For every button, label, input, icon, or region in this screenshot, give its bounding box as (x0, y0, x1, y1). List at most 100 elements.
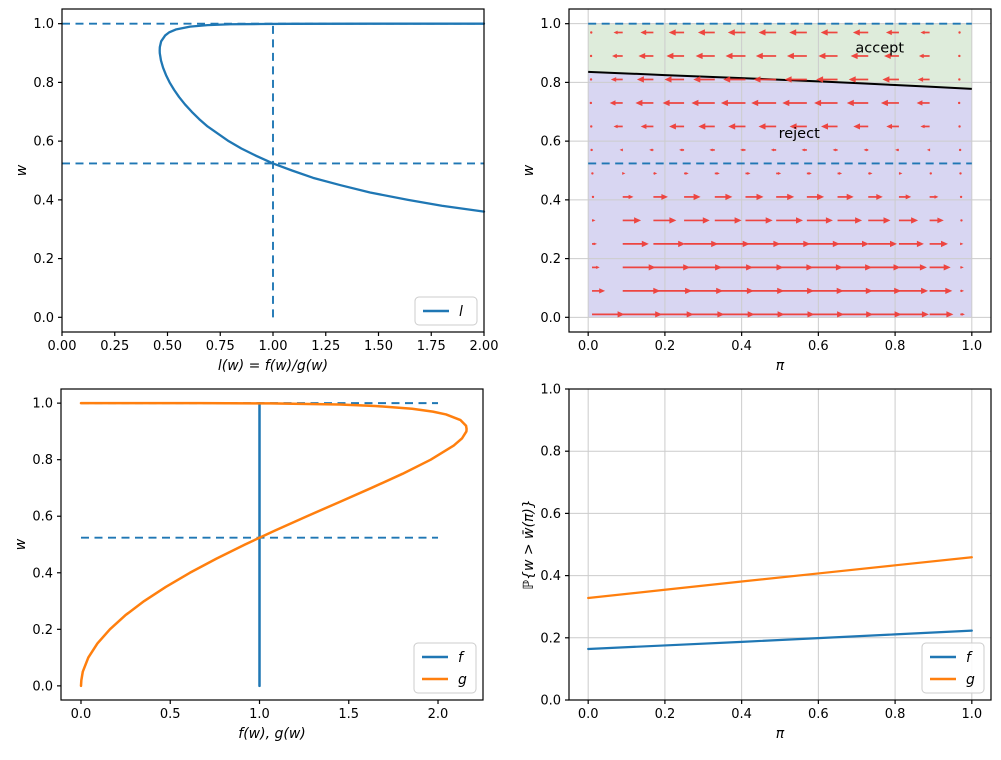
quiver-dot (959, 172, 962, 175)
quiver-head (919, 264, 927, 271)
quiver-head (635, 99, 643, 107)
x-tick-label: 0.0 (71, 707, 92, 722)
quiver-head (869, 172, 873, 175)
y-tick-label: 0.0 (540, 694, 561, 709)
legend-box (921, 642, 985, 694)
series-g (79, 401, 468, 688)
legend-label-f: f (458, 650, 465, 666)
x-tick-label: 1.5 (338, 707, 359, 722)
quiver-head (599, 288, 606, 294)
quiver-head (725, 52, 733, 60)
quiver-head (634, 217, 642, 224)
x-tick-label: 0.6 (808, 707, 829, 722)
quiver-head (832, 240, 840, 248)
series-f (587, 629, 973, 651)
quiver-head (820, 29, 828, 36)
quiver-head (960, 242, 964, 246)
x-axis-label: π (776, 358, 785, 374)
x-tick-label: 0.8 (885, 707, 906, 722)
quiver-head (596, 265, 600, 269)
quiver-head (825, 217, 833, 224)
quiver-head (698, 123, 706, 130)
y-tick-label: 0.8 (33, 76, 54, 91)
reject-label: reject (779, 126, 820, 142)
y-tick-label: 1.0 (32, 397, 53, 412)
quiver-head (882, 76, 890, 83)
quiver-head (592, 219, 596, 222)
quiver-head (960, 289, 965, 293)
quiver-head (697, 29, 705, 36)
quiver-dot (929, 172, 932, 175)
x-tick-label: 0.25 (100, 339, 129, 354)
quiver-dot (591, 195, 595, 199)
quiver-dot (589, 54, 593, 58)
quiver-head (884, 53, 891, 59)
legend-label-g: g (966, 672, 975, 688)
quiver-head (711, 240, 719, 248)
quiver-head (821, 123, 828, 130)
quiver-head (789, 29, 797, 36)
x-tick-label: 0.8 (885, 339, 906, 354)
quiver-head (911, 217, 919, 224)
quiver-head (846, 99, 854, 107)
quiver-head (862, 240, 869, 248)
quiver-head (853, 123, 860, 130)
quiver-head (934, 195, 939, 199)
quiver-dot (957, 101, 961, 105)
quiver-head (770, 148, 774, 152)
quiver-dot (591, 172, 594, 175)
reservation-wage-boundary (588, 70, 972, 90)
quiver-head (734, 217, 742, 224)
quiver-head (941, 240, 948, 248)
quiver-head (926, 148, 931, 152)
y-tick-label: 0.4 (32, 566, 53, 581)
quiver-head (832, 148, 836, 152)
x-tick-label: 0.2 (655, 339, 676, 354)
y-tick-label: 0.4 (540, 569, 561, 584)
quiver-head (664, 76, 672, 83)
quiver-head (753, 76, 761, 83)
quiver-head (838, 172, 843, 175)
quiver-head (662, 99, 670, 107)
quiver-head (747, 172, 751, 175)
x-tick-label: 0.00 (48, 339, 77, 354)
quiver-head (693, 193, 701, 201)
quiver-head (640, 29, 647, 36)
tail-probability-plot: 0.0 0.2 0.4 0.6 0.8 1.0 0.0 0.2 0.4 0.6 0.8 1.0 π ℙ{w… (521, 383, 992, 742)
y-tick-label: 0.4 (33, 193, 54, 208)
quiver-head (814, 99, 822, 107)
quiver-head (612, 53, 617, 59)
quiver-head (720, 99, 728, 107)
quiver-head (695, 52, 703, 60)
quiver-head (678, 240, 686, 248)
quiver-head (649, 148, 653, 152)
legend: fg (921, 642, 985, 694)
x-axis-label: π (776, 726, 785, 742)
quiver-head (803, 240, 811, 248)
quiver-head (895, 148, 899, 152)
quiver-head (685, 172, 689, 175)
y-tick-label: 0.2 (540, 252, 561, 267)
quiver-head (638, 53, 646, 59)
quiver-head (619, 148, 623, 152)
legend: l (414, 296, 478, 326)
quiver-head (816, 76, 824, 83)
quiver-head (756, 193, 764, 201)
accept-label: accept (855, 41, 904, 57)
quiver-head (691, 99, 699, 107)
y-tick-label: 0.8 (540, 445, 561, 460)
quiver-head (654, 172, 658, 175)
quiver-head (863, 148, 867, 152)
y-tick-label: 1.0 (33, 17, 54, 32)
legend-label-l: l (459, 304, 463, 320)
quiver-head (920, 124, 925, 129)
x-tick-label: 0.6 (808, 339, 829, 354)
quiver-head (920, 30, 925, 35)
quiver-head (943, 264, 951, 271)
quiver-dot (958, 148, 962, 152)
quiver-head (890, 240, 897, 248)
quiver-dot (590, 31, 593, 34)
quiver-head (723, 76, 731, 83)
quiver-head (668, 29, 676, 36)
quiver-head (669, 123, 676, 130)
